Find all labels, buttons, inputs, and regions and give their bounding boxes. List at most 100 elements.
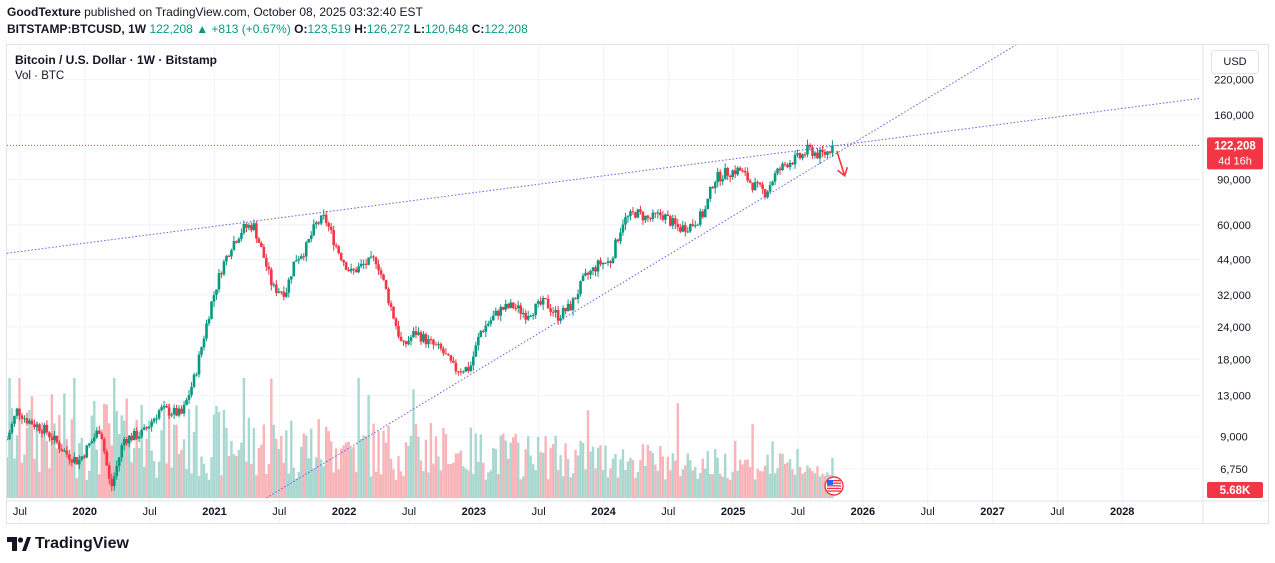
- candle-body: [818, 149, 822, 159]
- volume-bar: [731, 471, 734, 498]
- volume-bar: [28, 410, 31, 498]
- volume-bar: [459, 450, 463, 498]
- volume-bar: [606, 477, 610, 498]
- volume-bar: [447, 464, 450, 498]
- volume-bar: [796, 448, 799, 498]
- volume-bar: [531, 463, 535, 498]
- volume-bar: [210, 457, 213, 498]
- volume-bar: [142, 466, 146, 498]
- volume-bar: [145, 438, 148, 498]
- volume-bar: [123, 420, 126, 498]
- volume-bar: [98, 474, 101, 498]
- volume-bar: [801, 473, 804, 498]
- volume-bar: [546, 479, 550, 498]
- candle-body: [791, 162, 794, 165]
- volume-bar: [399, 471, 403, 498]
- candle-body: [90, 441, 94, 444]
- candle-body: [491, 315, 495, 321]
- candle-body: [70, 459, 74, 463]
- candle-body: [701, 211, 705, 218]
- candle-body: [726, 167, 729, 176]
- candle-body: [786, 164, 789, 168]
- volume-bar: [454, 453, 458, 498]
- candle-body: [312, 224, 316, 236]
- volume-bar: [494, 448, 497, 498]
- currency-button[interactable]: USD: [1211, 50, 1259, 74]
- candle-body: [55, 435, 59, 443]
- candle-body: [427, 339, 430, 345]
- candle-body: [40, 431, 44, 434]
- volume-bar: [317, 419, 320, 498]
- candle-body: [556, 310, 560, 321]
- volume-bar: [232, 454, 236, 498]
- tradingview-logo[interactable]: TradingView: [7, 535, 129, 553]
- volume-bar: [499, 435, 502, 498]
- candle-body: [155, 418, 158, 420]
- candle-body: [185, 399, 188, 405]
- volume-bar: [748, 467, 752, 498]
- candle-body: [604, 262, 607, 264]
- volume-bar: [85, 479, 88, 498]
- volume-bar: [788, 459, 792, 498]
- candle-body: [676, 223, 680, 228]
- candle-body: [698, 211, 702, 225]
- volume-bar: [344, 442, 348, 498]
- volume-bar: [571, 473, 575, 498]
- volume-bar: [701, 458, 704, 498]
- volume-bar: [262, 424, 266, 498]
- candle-body: [20, 415, 24, 419]
- volume-bar: [280, 435, 283, 498]
- volume-bar: [427, 472, 430, 498]
- candle-body: [232, 241, 236, 251]
- volume-bar: [242, 378, 246, 498]
- candle-body: [813, 152, 817, 156]
- volume-bar: [751, 424, 754, 498]
- volume-bar: [442, 427, 445, 498]
- candle-body: [352, 268, 355, 270]
- candle-body: [721, 179, 725, 182]
- volume-bar: [48, 468, 51, 498]
- candle-body: [407, 341, 410, 345]
- volume-bar: [704, 468, 707, 498]
- volume-bar: [766, 454, 769, 498]
- candle-body: [611, 258, 615, 264]
- volume-bar: [743, 459, 747, 498]
- volume-bar: [686, 453, 689, 498]
- volume-bar: [225, 427, 228, 498]
- volume-bar: [165, 463, 168, 498]
- volume-bar: [349, 448, 353, 498]
- candle-body: [175, 407, 178, 416]
- low-label: L:: [413, 22, 425, 36]
- candle-body: [534, 303, 537, 316]
- volume-bar: [467, 470, 470, 498]
- candle-body: [337, 246, 340, 254]
- volume-bar: [367, 394, 370, 498]
- candle-body: [117, 457, 121, 466]
- candle-body: [182, 404, 186, 414]
- candle-body: [634, 212, 637, 218]
- candle-body: [783, 163, 787, 165]
- volume-bar: [634, 477, 637, 498]
- candle-body: [462, 371, 465, 373]
- x-tick-label: Jul: [661, 506, 675, 518]
- candle-body: [332, 229, 335, 246]
- candle-body: [402, 340, 405, 342]
- volume-bar: [417, 436, 420, 498]
- volume-bar: [464, 468, 468, 498]
- candle-body: [417, 332, 420, 335]
- volume-bar: [305, 435, 308, 498]
- volume-bar: [170, 467, 173, 498]
- volume-bar: [556, 470, 560, 498]
- tradingview-logo-icon: [7, 537, 31, 551]
- candle-body: [357, 266, 360, 273]
- candle-body: [778, 168, 782, 171]
- candle-body: [297, 258, 301, 261]
- volume-bar: [207, 479, 211, 498]
- volume-bar: [372, 423, 375, 498]
- candle-body: [275, 284, 278, 293]
- candle-body: [584, 272, 587, 276]
- candle-body: [397, 326, 400, 337]
- volume-bar: [63, 393, 66, 498]
- candle-body: [459, 371, 463, 373]
